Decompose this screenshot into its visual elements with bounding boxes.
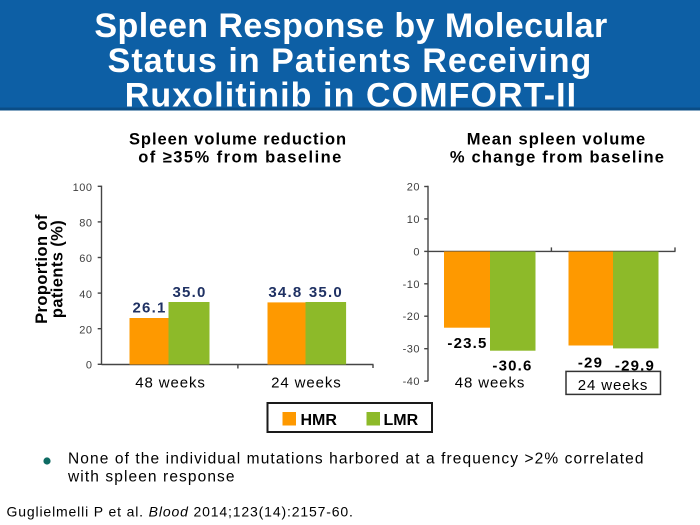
svg-text:10: 10 [407,214,420,226]
svg-text:-10: -10 [403,279,420,291]
svg-text:Proportion of: Proportion of [33,214,51,324]
svg-text:26.1: 26.1 [133,300,167,317]
svg-text:-29: -29 [578,355,603,372]
svg-text:Guglielmelli P et al. Blood 20: Guglielmelli P et al. Blood 2014;123(14)… [7,504,354,520]
svg-text:LMR: LMR [384,412,419,429]
svg-text:20: 20 [407,182,420,194]
svg-text:-23.5: -23.5 [447,335,487,352]
svg-text:patients (%): patients (%) [49,220,67,318]
svg-text:40: 40 [79,289,92,301]
svg-text:-20: -20 [403,311,420,323]
svg-text:None of the individual mutatio: None of the individual mutations harbore… [68,451,645,468]
svg-text:Spleen volume reduction: Spleen volume reduction [129,131,347,149]
svg-text:with spleen response: with spleen response [67,469,236,486]
svg-text:48 weeks: 48 weeks [135,375,206,392]
svg-text:Mean spleen volume: Mean spleen volume [467,131,646,149]
svg-text:24 weeks: 24 weeks [271,375,342,392]
svg-text:35.0: 35.0 [309,284,343,301]
svg-text:Ruxolitinib in COMFORT-II: Ruxolitinib in COMFORT-II [125,77,577,115]
svg-text:80: 80 [79,218,92,230]
svg-text:0: 0 [86,359,93,371]
svg-text:20: 20 [79,325,92,337]
svg-text:-30: -30 [403,344,420,356]
svg-text:Status in Patients Receiving: Status in Patients Receiving [108,42,593,80]
svg-text:HMR: HMR [301,412,338,429]
svg-text:48 weeks: 48 weeks [455,375,526,392]
svg-text:of ≥35% from baseline: of ≥35% from baseline [138,149,343,167]
svg-text:Spleen Response by Molecular: Spleen Response by Molecular [94,7,607,45]
svg-text:100: 100 [73,182,93,194]
svg-text:34.8: 34.8 [268,284,302,301]
svg-text:35.0: 35.0 [173,284,207,301]
svg-text:-40: -40 [403,376,420,388]
svg-text:-30.6: -30.6 [492,358,532,375]
svg-text:24 weeks: 24 weeks [578,377,649,394]
svg-text:-29.9: -29.9 [615,358,655,375]
svg-text:60: 60 [79,253,92,265]
svg-text:0: 0 [413,246,420,258]
svg-text:% change from baseline: % change from baseline [450,149,665,167]
